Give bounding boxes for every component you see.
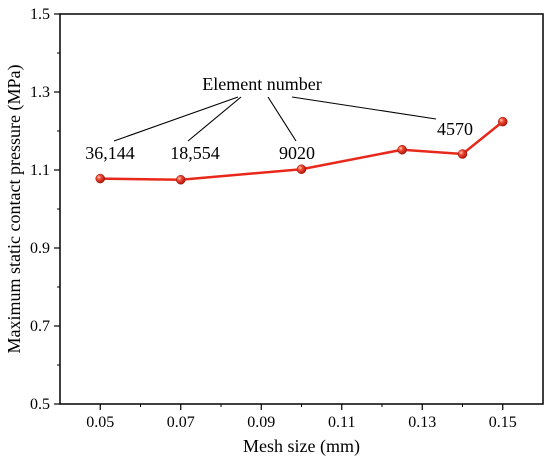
data-point [397,144,407,155]
series-layer [95,116,508,185]
data-point [176,175,186,185]
data-point [498,116,508,127]
series-line [100,120,504,182]
annotation-heading: Element number [202,74,321,94]
annotation-leader-line [187,96,242,142]
y-tick-label: 0.9 [30,240,50,257]
annotation-label: 4570 [437,119,473,139]
plot-frame [59,13,544,405]
x-tick-label: 0.13 [408,414,436,431]
x-tick-label: 0.07 [167,414,195,431]
y-tick-label: 0.5 [30,396,50,413]
y-tick-label: 1.5 [30,6,50,23]
axis-ticks: 0.05 0.07 0.09 0.11 0.13 0.15 0.5 0.7 0.9 1.1 1.3 1… [30,6,517,431]
x-axis-title: Mesh size (mm) [243,436,360,457]
y-axis-title: Maximum static contact pressure (MPa) [4,65,25,354]
data-point [296,164,307,174]
data-point [457,149,468,159]
annotation-leader-line [291,96,437,120]
annotation-layer: Element number 36,144 18,554 9020 4570 [85,74,473,163]
x-tick-label: 0.11 [328,414,355,431]
annotation-leader-line [113,96,239,142]
annotation-leader-line [267,96,297,142]
y-tick-label: 1.3 [30,84,50,101]
x-tick-label: 0.15 [489,414,517,431]
x-tick-label: 0.05 [86,414,114,431]
annotation-label: 9020 [279,143,315,163]
y-tick-label: 1.1 [30,162,50,179]
data-point [95,173,105,184]
annotation-label: 36,144 [85,143,135,163]
y-tick-label: 0.7 [30,318,50,335]
x-tick-label: 0.09 [247,414,275,431]
annotation-label: 18,554 [170,143,220,163]
